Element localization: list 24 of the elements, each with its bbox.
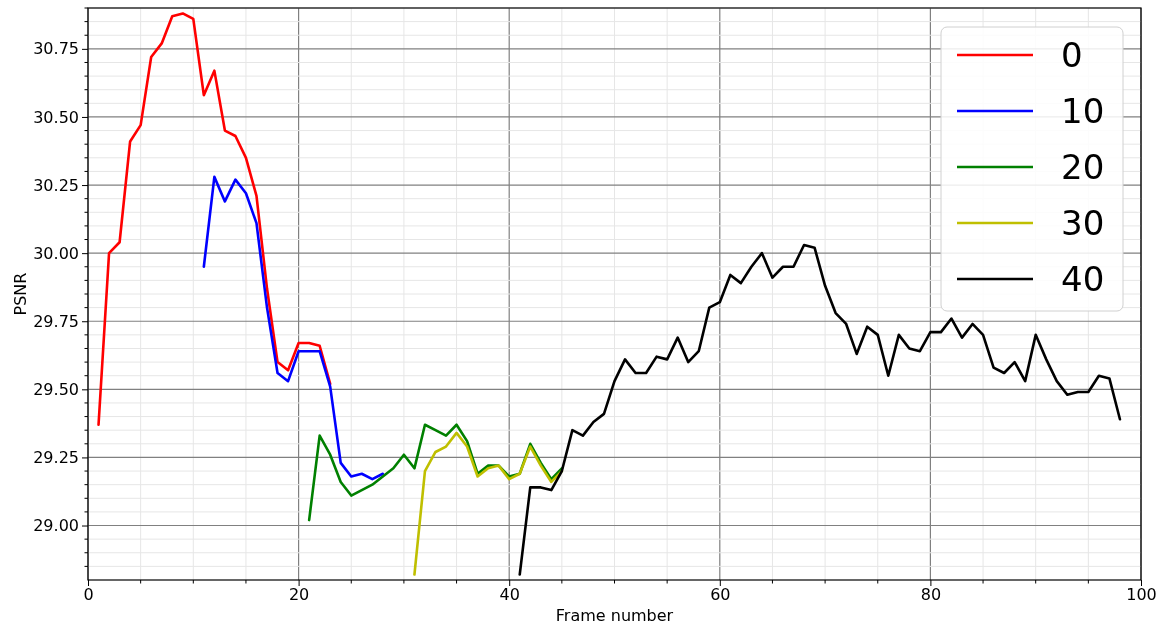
y-tick-label: 30.75 [33,39,79,59]
x-tick-label: 60 [710,585,731,605]
legend-label: 40 [1061,259,1105,299]
x-tick-label: 80 [920,585,942,605]
y-tick-label: 29.25 [33,448,79,468]
line-series [202,175,385,481]
y-tick-label: 29.00 [33,516,79,536]
legend-label: 30 [1061,203,1105,243]
y-tick-label: 30.25 [33,175,79,195]
y-tick-label: 30.50 [33,107,79,127]
x-tick-label: 40 [499,585,520,605]
y-tick-label: 30.00 [33,243,79,263]
x-tick-label: 0 [83,585,94,605]
x-tick-label: 20 [288,585,310,605]
legend-label: 0 [1061,35,1083,75]
line-series [97,12,332,427]
x-tick-label: 100 [1126,585,1157,605]
legend-label: 10 [1061,91,1105,131]
y-tick-label: 29.75 [33,311,79,331]
y-axis-title: PSNR [11,272,30,316]
y-tick-label: 29.50 [33,379,79,399]
legend-label: 20 [1061,147,1105,187]
line-series [518,243,1122,576]
x-axis-title: Frame number [555,606,674,625]
